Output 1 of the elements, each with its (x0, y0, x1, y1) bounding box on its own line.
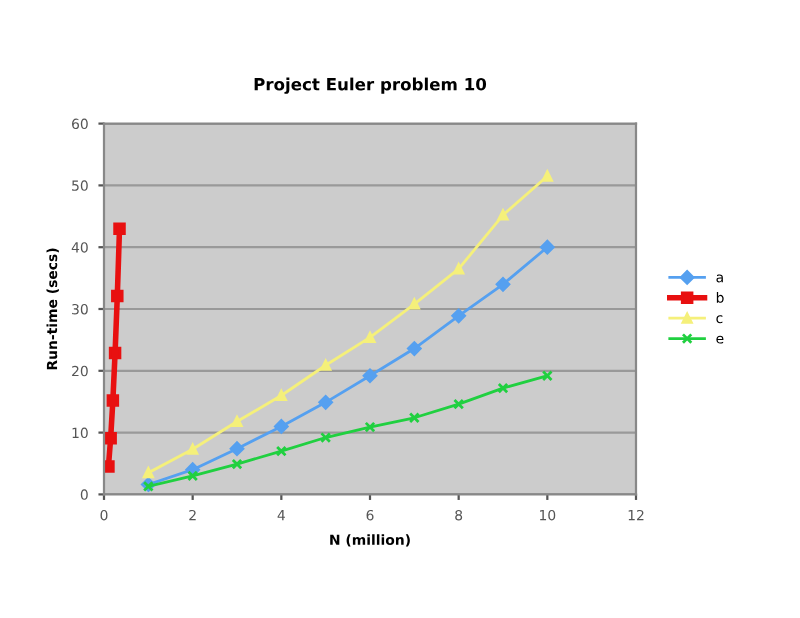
chart-title: Project Euler problem 10 (254, 77, 487, 94)
